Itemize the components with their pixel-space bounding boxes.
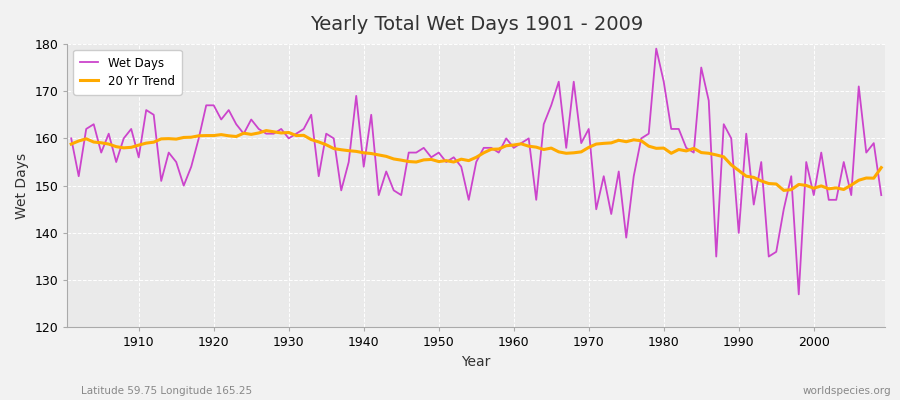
X-axis label: Year: Year [462, 355, 490, 369]
Wet Days [66, 136, 77, 141]
Wet Days [336, 188, 346, 193]
20 Yr Trend [778, 188, 789, 193]
Wet Days [126, 126, 137, 131]
20 Yr Trend [66, 142, 77, 146]
20 Yr Trend [876, 165, 886, 170]
Text: Latitude 59.75 Longitude 165.25: Latitude 59.75 Longitude 165.25 [81, 386, 252, 396]
Line: Wet Days: Wet Days [71, 49, 881, 294]
Line: 20 Yr Trend: 20 Yr Trend [71, 131, 881, 190]
Legend: Wet Days, 20 Yr Trend: Wet Days, 20 Yr Trend [74, 50, 182, 95]
20 Yr Trend [343, 148, 354, 153]
Title: Yearly Total Wet Days 1901 - 2009: Yearly Total Wet Days 1901 - 2009 [310, 15, 643, 34]
Wet Days [291, 131, 302, 136]
Wet Days [500, 136, 511, 141]
20 Yr Trend [508, 143, 519, 148]
Y-axis label: Wet Days: Wet Days [15, 152, 29, 219]
Wet Days [598, 174, 609, 179]
Wet Days [508, 146, 519, 150]
20 Yr Trend [261, 128, 272, 133]
Wet Days [876, 193, 886, 198]
20 Yr Trend [126, 145, 137, 150]
Wet Days [793, 292, 804, 297]
20 Yr Trend [516, 142, 526, 146]
Wet Days [651, 46, 661, 51]
20 Yr Trend [606, 140, 616, 145]
Text: worldspecies.org: worldspecies.org [803, 386, 891, 396]
20 Yr Trend [298, 133, 309, 138]
